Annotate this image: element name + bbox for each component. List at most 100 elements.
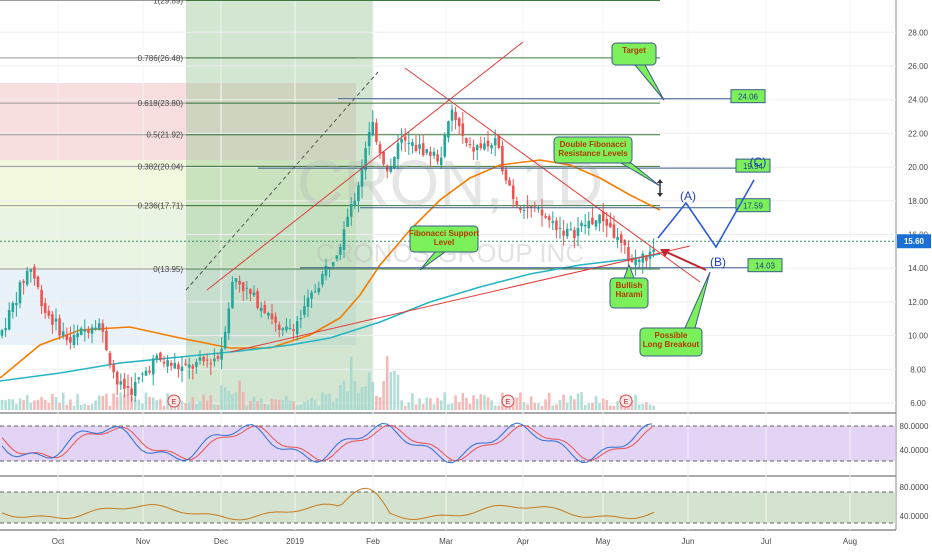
volume-bar [328,393,331,410]
volume-bar [490,400,493,410]
candle-body [101,323,105,332]
candle-body [357,185,360,202]
candle-body [641,253,645,263]
candle-body [295,321,299,335]
candle-body [432,151,436,156]
candle-body [274,316,277,323]
price-tick-label: 8.00 [910,365,926,374]
candle-body [529,206,533,208]
candle-body [220,348,223,360]
watermark-ticker: CRON, 1D [297,147,603,219]
earnings-marker-label: E [506,399,511,406]
volume-bar [486,397,490,410]
candle-body [299,318,303,320]
candle-body [97,323,101,331]
volume-bar [267,404,270,410]
volume-bar [594,396,598,410]
volume-bar [375,395,378,410]
fib-level-label: 0(13.95) [153,265,183,274]
volume-bar [429,398,432,410]
candle-body [18,282,22,304]
candle-body [61,331,65,337]
candle-body [173,362,177,369]
candle-body [515,200,519,206]
callout-label: Resistance Levels [558,149,628,158]
candle-body [450,109,454,121]
volume-bar [339,384,342,410]
volume-bar [547,392,551,410]
candle-body [90,327,94,334]
volume-bar [303,401,306,410]
volume-bar [385,356,389,410]
volume-bar [576,393,580,410]
volume-bar [450,403,454,410]
candle-body [79,328,83,335]
volume-bar [630,400,634,410]
candle-body [508,180,511,186]
candle-body [418,144,421,149]
candle-body [115,371,119,385]
price-axis: 28.0026.0024.0022.0020.0018.0016.0014.00… [897,28,931,408]
candle-body [504,169,508,181]
volume-bar [51,393,54,410]
moving-averages [0,159,661,382]
stoch-d-line [1,424,653,462]
volume-bar [483,395,486,410]
candle-body [198,357,202,361]
volume-bar [195,404,198,410]
volume-bar [519,392,522,410]
candle-body [436,154,439,162]
rsi-panel: 80.0000 40.0000 [0,483,929,524]
volume-bar [25,395,29,410]
candle-body [598,214,601,224]
volume-bar [601,398,605,410]
volume-bar [562,394,565,410]
volume-bar [144,392,148,410]
candle-body [454,111,457,121]
volume-bar [443,392,447,410]
callout-label: Possible [655,331,688,340]
volume-bar [202,394,205,410]
candle-body [353,200,357,206]
price-tick-label: 22.00 [908,129,929,138]
candle-body [126,386,130,388]
fib-level-label: 0.236(17.71) [138,202,184,211]
callout-box [553,136,633,164]
candle-body [267,312,270,316]
candle-body [58,318,61,336]
candle-body [630,258,634,262]
volume-bar [371,381,375,410]
price-level-label: 19.94 [743,162,764,171]
candle-body [511,185,515,200]
price-tick-label: 6.00 [910,399,926,408]
candle-body [148,370,151,373]
candle-body [317,287,321,293]
candle-body [439,157,443,165]
candle-body [367,132,371,147]
volume-bar [411,393,414,410]
last-price-tag [897,234,931,249]
volume-bar [205,400,209,410]
callout-label: Fibonacci Support [409,229,480,238]
callout-box [611,42,657,66]
volume-bar [252,396,256,410]
volume-bar [65,404,69,410]
candle-body [522,210,526,212]
candle-body [533,205,537,207]
volume-bar [36,399,40,410]
volume-bar [475,398,479,410]
candle-body [177,364,180,370]
volume-bar [0,399,4,410]
rsi-line [1,487,655,521]
moving-average-slow [0,253,661,382]
volume-bar [184,403,187,410]
volume-bar [18,398,22,410]
callout-label: Target [622,46,646,55]
candle-body [288,327,292,330]
candle-body [249,289,252,294]
candle-body [144,370,148,376]
trend-channel-up [206,41,524,291]
